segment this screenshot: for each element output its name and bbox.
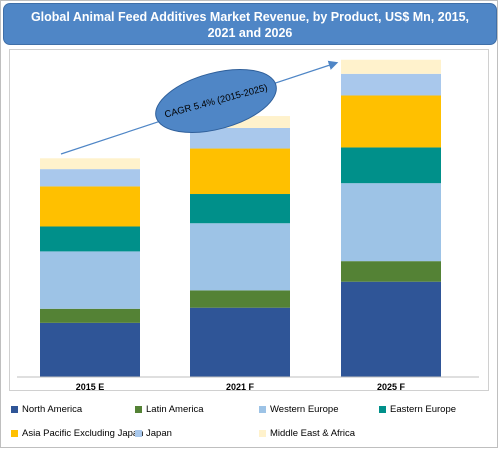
bar-segment-3-7 — [341, 59, 441, 74]
bar-segment-2-5 — [190, 148, 290, 195]
bar-segment-3-6 — [341, 73, 441, 96]
legend-label: Asia Pacific Excluding Japan — [22, 428, 144, 439]
x-tick-label: 2021 F — [226, 382, 255, 392]
legend-label: Japan — [146, 428, 172, 439]
bar-segment-1-5 — [40, 186, 140, 227]
x-axis-labels: 2015 E 2021 F 2025 F — [76, 382, 406, 392]
bar-segment-1-7 — [40, 158, 140, 170]
legend-label: Eastern Europe — [390, 404, 457, 415]
legend-swatch — [135, 430, 142, 437]
bar-segment-3-4 — [341, 147, 441, 184]
bar-segment-1-4 — [40, 226, 140, 252]
legend-swatch — [135, 406, 142, 413]
bar-segment-3-3 — [341, 183, 441, 262]
legend-swatch — [259, 430, 266, 437]
legend-item: Asia Pacific Excluding Japan — [11, 428, 143, 439]
x-tick-label: 2015 E — [76, 382, 105, 392]
bar-segment-2-1 — [190, 307, 290, 377]
plot-area — [9, 49, 489, 391]
bar-segment-2-2 — [190, 290, 290, 308]
bar-segment-3-2 — [341, 261, 441, 282]
bar-segment-1-3 — [40, 251, 140, 309]
legend-swatch — [11, 406, 18, 413]
legend-item: Japan — [135, 428, 172, 439]
bar-segment-1-1 — [40, 322, 140, 377]
legend-label: Middle East & Africa — [270, 428, 356, 439]
bar-segment-2-4 — [190, 194, 290, 224]
legend-swatch — [259, 406, 266, 413]
legend-item: North America — [11, 404, 82, 415]
legend-item: Latin America — [135, 404, 204, 415]
legend-item: Western Europe — [259, 404, 338, 415]
title-bar: Global Animal Feed Additives Market Reve… — [3, 3, 497, 45]
chart-title: Global Animal Feed Additives Market Reve… — [30, 10, 470, 40]
legend-swatch — [11, 430, 18, 437]
legend: North America Latin America Western Europe… — [11, 404, 491, 444]
cagr-ellipse — [155, 69, 277, 133]
legend-item: Eastern Europe — [379, 404, 456, 415]
bar-segment-3-5 — [341, 95, 441, 148]
legend-label: Latin America — [146, 404, 204, 415]
legend-item: Middle East & Africa — [259, 428, 355, 439]
legend-swatch — [379, 406, 386, 413]
bar-segment-3-1 — [341, 281, 441, 377]
bar-segment-2-6 — [190, 127, 290, 149]
stacked-bar-chart: 2015 E 2021 F 2025 F CAGR 5.4% (2015-2025) — [17, 59, 479, 392]
bar-segment-1-2 — [40, 308, 140, 323]
x-tick-label: 2025 F — [377, 382, 406, 392]
bar-segment-1-6 — [40, 169, 140, 187]
bar-segment-2-3 — [190, 223, 290, 291]
bars-group — [40, 59, 441, 377]
legend-label: Western Europe — [270, 404, 339, 415]
legend-label: North America — [22, 404, 83, 415]
